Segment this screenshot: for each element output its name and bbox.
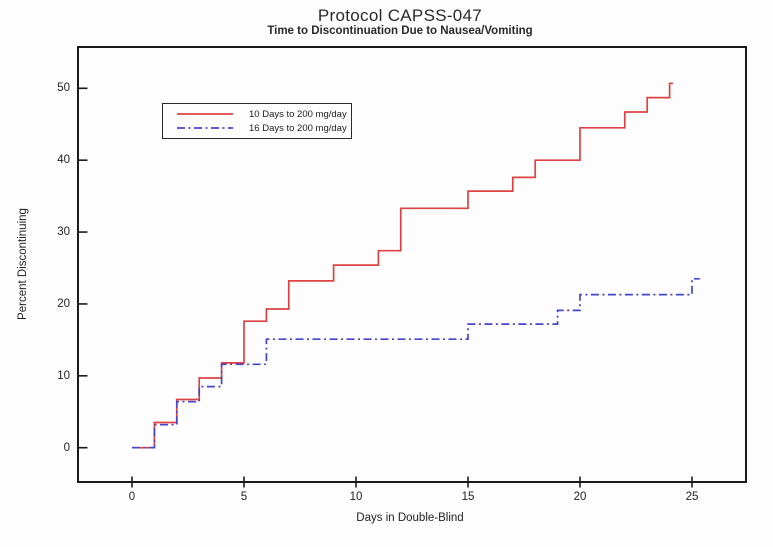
x-tick-label: 15: [461, 491, 475, 503]
series-line-16-days: [132, 277, 700, 449]
y-tick-label: 30: [57, 226, 70, 239]
y-tick-label: 50: [57, 82, 70, 95]
plot-frame: [77, 46, 747, 483]
y-tick-label: 10: [57, 369, 70, 382]
y-tick-label: 20: [57, 297, 70, 310]
legend-line-sample-10-days: [177, 113, 233, 115]
legend-label-16-days: 16 Days to 200 mg/day: [249, 122, 347, 134]
legend-line-sample-16-days: [177, 127, 233, 129]
chart-subtitle: Time to Discontinuation Due to Nausea/Vo…: [267, 25, 533, 37]
y-tick-label: 40: [57, 154, 70, 167]
x-tick-label: 10: [349, 491, 363, 503]
x-tick-label: 0: [128, 491, 136, 503]
y-axis-title: Percent Discontinuing: [17, 208, 29, 320]
legend-row-10-days: 10 Days to 200 mg/day: [163, 108, 351, 121]
x-axis-title: Days in Double-Blind: [356, 512, 464, 524]
legend: 10 Days to 200 mg/day 16 Days to 200 mg/d…: [162, 103, 352, 139]
series-line-10-days: [132, 82, 673, 449]
x-tick-label: 5: [240, 491, 248, 503]
x-tick-label: 25: [685, 491, 699, 503]
y-tick-label: 0: [63, 441, 70, 454]
x-tick-label: 20: [573, 491, 587, 503]
legend-label-10-days: 10 Days to 200 mg/day: [249, 108, 347, 120]
chart-title: Protocol CAPSS-047: [317, 6, 483, 25]
legend-row-16-days: 16 Days to 200 mg/day: [163, 122, 351, 135]
